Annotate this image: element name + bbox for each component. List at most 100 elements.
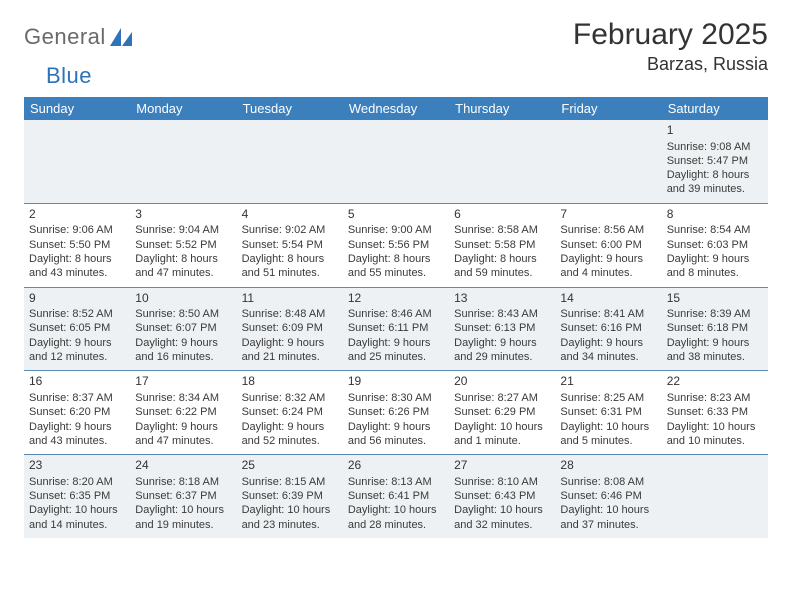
daylight-text: Daylight: 8 hours and 51 minutes. [242, 252, 338, 281]
sunset-text: Sunset: 5:58 PM [454, 238, 550, 252]
calendar-day-cell: 28Sunrise: 8:08 AMSunset: 6:46 PMDayligh… [555, 455, 661, 538]
sunrise-text: Sunrise: 9:04 AM [135, 223, 231, 237]
day-number: 22 [667, 374, 763, 390]
sunrise-text: Sunrise: 8:25 AM [560, 391, 656, 405]
title-block: February 2025 Barzas, Russia [573, 18, 768, 75]
brand-part2: Blue [46, 63, 92, 89]
daylight-text: Daylight: 10 hours and 23 minutes. [242, 503, 338, 532]
calendar-body: 1Sunrise: 9:08 AMSunset: 5:47 PMDaylight… [24, 120, 768, 538]
calendar-day-cell [449, 120, 555, 203]
calendar-day-cell: 21Sunrise: 8:25 AMSunset: 6:31 PMDayligh… [555, 371, 661, 455]
day-number: 6 [454, 207, 550, 223]
daylight-text: Daylight: 8 hours and 47 minutes. [135, 252, 231, 281]
day-number: 19 [348, 374, 444, 390]
calendar-day-cell: 23Sunrise: 8:20 AMSunset: 6:35 PMDayligh… [24, 455, 130, 538]
sunset-text: Sunset: 6:22 PM [135, 405, 231, 419]
calendar-day-cell: 9Sunrise: 8:52 AMSunset: 6:05 PMDaylight… [24, 287, 130, 371]
day-number: 16 [29, 374, 125, 390]
day-number: 8 [667, 207, 763, 223]
calendar-day-cell: 11Sunrise: 8:48 AMSunset: 6:09 PMDayligh… [237, 287, 343, 371]
day-header: Wednesday [343, 97, 449, 120]
calendar-day-cell [24, 120, 130, 203]
sunset-text: Sunset: 6:03 PM [667, 238, 763, 252]
daylight-text: Daylight: 8 hours and 43 minutes. [29, 252, 125, 281]
sunset-text: Sunset: 5:50 PM [29, 238, 125, 252]
sunrise-text: Sunrise: 9:08 AM [667, 140, 763, 154]
daylight-text: Daylight: 9 hours and 38 minutes. [667, 336, 763, 365]
sunset-text: Sunset: 6:41 PM [348, 489, 444, 503]
day-number: 14 [560, 291, 656, 307]
calendar-week-row: 2Sunrise: 9:06 AMSunset: 5:50 PMDaylight… [24, 203, 768, 287]
calendar-day-cell: 14Sunrise: 8:41 AMSunset: 6:16 PMDayligh… [555, 287, 661, 371]
sunset-text: Sunset: 5:52 PM [135, 238, 231, 252]
sunset-text: Sunset: 6:31 PM [560, 405, 656, 419]
calendar-week-row: 1Sunrise: 9:08 AMSunset: 5:47 PMDaylight… [24, 120, 768, 203]
day-number: 2 [29, 207, 125, 223]
calendar-day-cell: 1Sunrise: 9:08 AMSunset: 5:47 PMDaylight… [662, 120, 768, 203]
day-number: 24 [135, 458, 231, 474]
daylight-text: Daylight: 9 hours and 8 minutes. [667, 252, 763, 281]
day-number: 12 [348, 291, 444, 307]
sunrise-text: Sunrise: 8:34 AM [135, 391, 231, 405]
calendar-day-cell: 18Sunrise: 8:32 AMSunset: 6:24 PMDayligh… [237, 371, 343, 455]
sunrise-text: Sunrise: 8:56 AM [560, 223, 656, 237]
calendar-day-cell [130, 120, 236, 203]
daylight-text: Daylight: 8 hours and 59 minutes. [454, 252, 550, 281]
calendar-day-cell: 8Sunrise: 8:54 AMSunset: 6:03 PMDaylight… [662, 203, 768, 287]
sunset-text: Sunset: 5:56 PM [348, 238, 444, 252]
day-number: 17 [135, 374, 231, 390]
calendar-day-cell: 26Sunrise: 8:13 AMSunset: 6:41 PMDayligh… [343, 455, 449, 538]
calendar-day-cell: 27Sunrise: 8:10 AMSunset: 6:43 PMDayligh… [449, 455, 555, 538]
calendar-table: SundayMondayTuesdayWednesdayThursdayFrid… [24, 97, 768, 538]
day-header: Tuesday [237, 97, 343, 120]
sunset-text: Sunset: 6:33 PM [667, 405, 763, 419]
sunset-text: Sunset: 6:24 PM [242, 405, 338, 419]
calendar-day-cell: 16Sunrise: 8:37 AMSunset: 6:20 PMDayligh… [24, 371, 130, 455]
day-number: 18 [242, 374, 338, 390]
sunrise-text: Sunrise: 8:10 AM [454, 475, 550, 489]
sunrise-text: Sunrise: 8:48 AM [242, 307, 338, 321]
sunrise-text: Sunrise: 8:50 AM [135, 307, 231, 321]
calendar-week-row: 9Sunrise: 8:52 AMSunset: 6:05 PMDaylight… [24, 287, 768, 371]
sunset-text: Sunset: 6:00 PM [560, 238, 656, 252]
day-header: Monday [130, 97, 236, 120]
calendar-day-cell [555, 120, 661, 203]
sunset-text: Sunset: 6:18 PM [667, 321, 763, 335]
sunset-text: Sunset: 6:46 PM [560, 489, 656, 503]
day-header: Saturday [662, 97, 768, 120]
sunrise-text: Sunrise: 9:02 AM [242, 223, 338, 237]
day-number: 27 [454, 458, 550, 474]
daylight-text: Daylight: 9 hours and 34 minutes. [560, 336, 656, 365]
sunset-text: Sunset: 6:29 PM [454, 405, 550, 419]
calendar-week-row: 23Sunrise: 8:20 AMSunset: 6:35 PMDayligh… [24, 455, 768, 538]
daylight-text: Daylight: 9 hours and 47 minutes. [135, 420, 231, 449]
calendar-header-row: SundayMondayTuesdayWednesdayThursdayFrid… [24, 97, 768, 120]
brand-logo: General [24, 24, 136, 50]
daylight-text: Daylight: 9 hours and 29 minutes. [454, 336, 550, 365]
daylight-text: Daylight: 10 hours and 28 minutes. [348, 503, 444, 532]
sunrise-text: Sunrise: 8:30 AM [348, 391, 444, 405]
daylight-text: Daylight: 9 hours and 12 minutes. [29, 336, 125, 365]
calendar-day-cell: 3Sunrise: 9:04 AMSunset: 5:52 PMDaylight… [130, 203, 236, 287]
calendar-day-cell [343, 120, 449, 203]
sunrise-text: Sunrise: 8:39 AM [667, 307, 763, 321]
day-number: 5 [348, 207, 444, 223]
calendar-day-cell [662, 455, 768, 538]
calendar-day-cell: 22Sunrise: 8:23 AMSunset: 6:33 PMDayligh… [662, 371, 768, 455]
calendar-day-cell: 2Sunrise: 9:06 AMSunset: 5:50 PMDaylight… [24, 203, 130, 287]
day-number: 28 [560, 458, 656, 474]
brand-part1: General [24, 24, 106, 50]
day-number: 15 [667, 291, 763, 307]
day-header: Friday [555, 97, 661, 120]
calendar-day-cell: 10Sunrise: 8:50 AMSunset: 6:07 PMDayligh… [130, 287, 236, 371]
calendar-day-cell: 5Sunrise: 9:00 AMSunset: 5:56 PMDaylight… [343, 203, 449, 287]
daylight-text: Daylight: 9 hours and 4 minutes. [560, 252, 656, 281]
sunset-text: Sunset: 6:05 PM [29, 321, 125, 335]
calendar-day-cell: 20Sunrise: 8:27 AMSunset: 6:29 PMDayligh… [449, 371, 555, 455]
month-title: February 2025 [573, 18, 768, 52]
sunrise-text: Sunrise: 8:52 AM [29, 307, 125, 321]
calendar-day-cell [237, 120, 343, 203]
sunrise-text: Sunrise: 8:23 AM [667, 391, 763, 405]
day-number: 23 [29, 458, 125, 474]
sunrise-text: Sunrise: 8:41 AM [560, 307, 656, 321]
